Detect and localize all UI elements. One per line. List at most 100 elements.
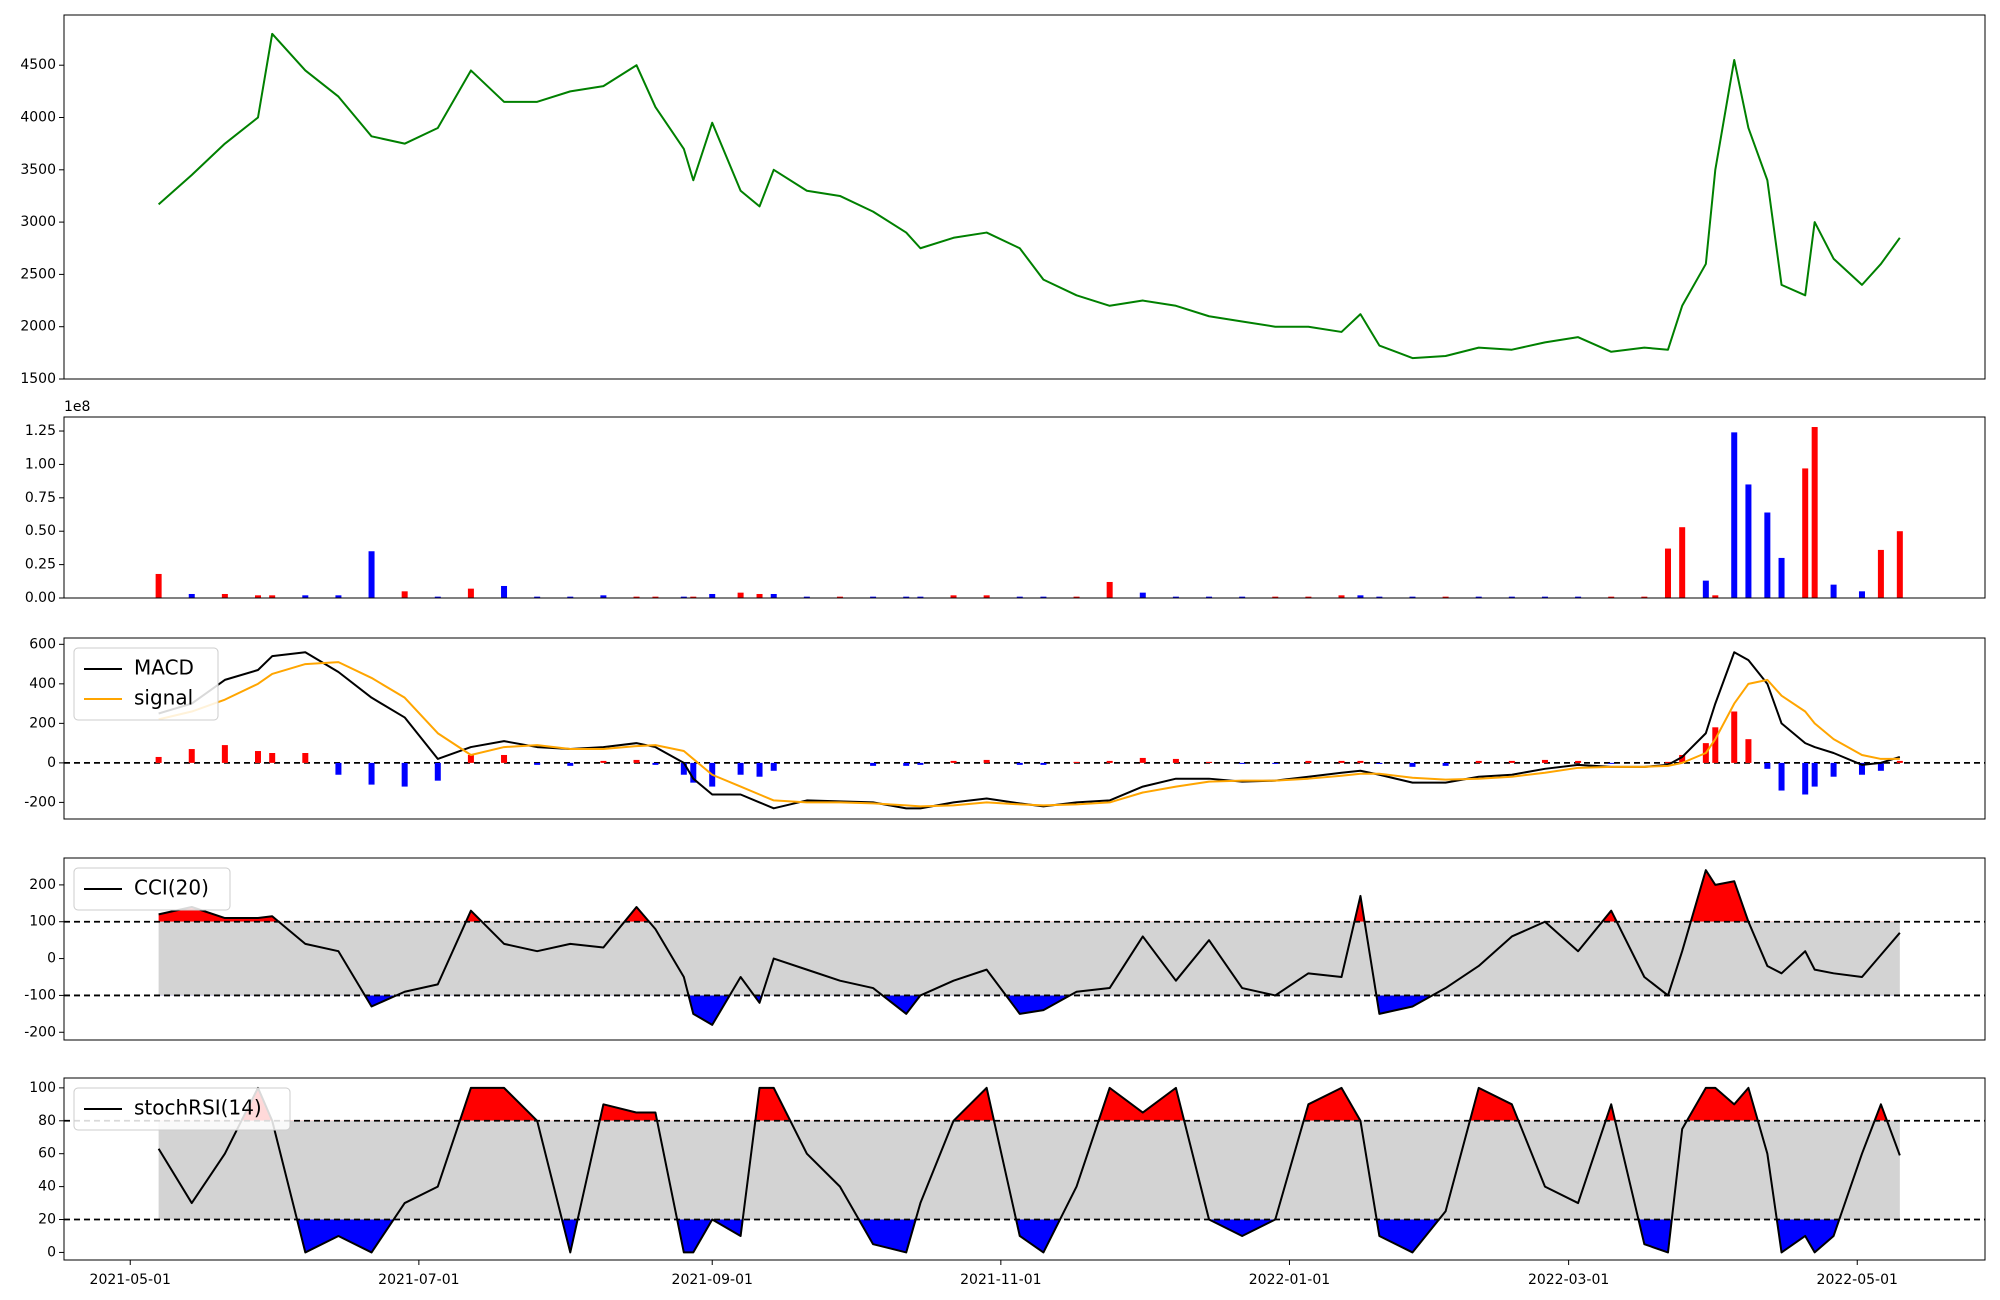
volume-bar xyxy=(1641,596,1648,598)
volume-bar xyxy=(1206,596,1213,598)
histogram-bar xyxy=(1896,760,1903,763)
volume-bar xyxy=(1239,596,1246,598)
histogram-bar xyxy=(221,745,228,763)
histogram-bar xyxy=(1442,762,1449,766)
volume-bar xyxy=(1778,557,1785,598)
volume-bar xyxy=(335,595,342,598)
volume-bar xyxy=(770,593,777,598)
neutral-band xyxy=(158,1120,1900,1220)
histogram-bar xyxy=(1679,754,1686,763)
indicator-line xyxy=(158,869,1901,1026)
legend-label: MACD xyxy=(134,656,194,680)
volume-bar xyxy=(709,593,716,598)
volume-bar xyxy=(870,596,877,598)
histogram-bar xyxy=(1073,761,1080,763)
histogram-bar xyxy=(917,762,924,765)
y-tick-label: -200 xyxy=(24,1024,56,1040)
indicator-line xyxy=(158,661,1900,808)
y-tick-label: 4500 xyxy=(20,57,56,73)
histogram-bar xyxy=(1475,760,1482,763)
volume-bar xyxy=(1731,432,1738,598)
histogram-bar xyxy=(155,756,162,763)
x-tick-label: 2021-07-01 xyxy=(378,1272,459,1288)
volume-bar xyxy=(950,595,957,598)
histogram-bar xyxy=(1858,762,1865,775)
oversold-fill xyxy=(158,1219,1900,1253)
volume-bar xyxy=(1357,595,1364,598)
histogram-bar xyxy=(368,762,375,785)
histogram-bar xyxy=(770,762,777,771)
histogram-bar xyxy=(1357,760,1364,763)
y-tick-label: -100 xyxy=(24,987,56,1003)
volume-bar xyxy=(836,596,843,598)
histogram-bar xyxy=(680,762,687,775)
volume-bar xyxy=(1508,596,1515,598)
histogram-bar xyxy=(737,762,744,775)
neutral-band xyxy=(158,921,1900,996)
histogram-bar xyxy=(335,762,342,775)
x-tick-label: 2021-05-01 xyxy=(90,1272,171,1288)
y-tick-label: 100 xyxy=(29,914,56,930)
volume-bar xyxy=(680,596,687,598)
histogram-bar xyxy=(1575,760,1582,763)
histogram-bar xyxy=(1712,727,1719,763)
y-tick-label: 0 xyxy=(47,951,56,967)
axes-frame xyxy=(63,1077,1986,1261)
volume-bar xyxy=(254,595,261,598)
histogram-bar xyxy=(1172,758,1179,763)
legend-label: signal xyxy=(134,686,193,710)
y-tick-label: 0.25 xyxy=(25,557,56,573)
x-tick-label: 2021-11-01 xyxy=(960,1272,1041,1288)
volume-bar xyxy=(1305,596,1312,598)
volume-bar xyxy=(1608,596,1615,598)
volume-bar xyxy=(983,595,990,598)
y-tick-label: 600 xyxy=(29,636,56,652)
y-tick-label: 1500 xyxy=(20,371,56,387)
indicator-line xyxy=(157,1086,1901,1254)
histogram-bar xyxy=(501,754,508,763)
volume-bar xyxy=(1877,549,1884,598)
volume-bar xyxy=(1811,427,1818,598)
volume-bar xyxy=(1896,531,1903,598)
volume-bar xyxy=(368,551,375,598)
y-tick-label: 0 xyxy=(47,1244,56,1260)
legend-box xyxy=(73,1087,291,1131)
volume-bar xyxy=(756,593,763,598)
histogram-bar xyxy=(1541,759,1548,763)
axes-frame xyxy=(63,857,1986,1041)
volume-bar xyxy=(1073,596,1080,598)
histogram-bar xyxy=(401,762,408,787)
overbought-fill xyxy=(158,1087,1900,1121)
histogram-bar xyxy=(269,753,276,763)
axes-frame xyxy=(63,637,1986,820)
histogram-bar xyxy=(1106,760,1113,763)
volume-bar xyxy=(401,591,408,598)
legend-box xyxy=(73,867,231,911)
volume-bar xyxy=(903,596,910,598)
volume-bar xyxy=(737,592,744,598)
histogram-bar xyxy=(870,762,877,766)
volume-bar xyxy=(567,596,574,598)
volume-bar xyxy=(1272,596,1279,598)
axis-offset-label: 1e8 xyxy=(64,399,90,415)
volume-bar xyxy=(1040,596,1047,598)
histogram-bar xyxy=(1745,739,1752,763)
histogram-bar xyxy=(633,759,640,763)
volume-bar xyxy=(1376,596,1383,598)
histogram-bar xyxy=(983,759,990,763)
volume-bar xyxy=(534,596,541,598)
volume-bar xyxy=(803,596,810,598)
y-tick-label: 0.50 xyxy=(25,523,56,539)
indicator-line xyxy=(158,651,1901,810)
volume-bar xyxy=(501,585,508,598)
histogram-bar xyxy=(756,762,763,777)
volume-bar xyxy=(188,593,195,598)
histogram-bar xyxy=(950,760,957,763)
y-tick-label: 80 xyxy=(38,1113,56,1129)
volume-bar xyxy=(917,596,924,598)
volume-bar xyxy=(690,596,697,598)
oversold-fill xyxy=(158,995,1900,1025)
volume-bar xyxy=(155,573,162,598)
volume-bar xyxy=(1442,596,1449,598)
histogram-bar xyxy=(1731,711,1738,763)
